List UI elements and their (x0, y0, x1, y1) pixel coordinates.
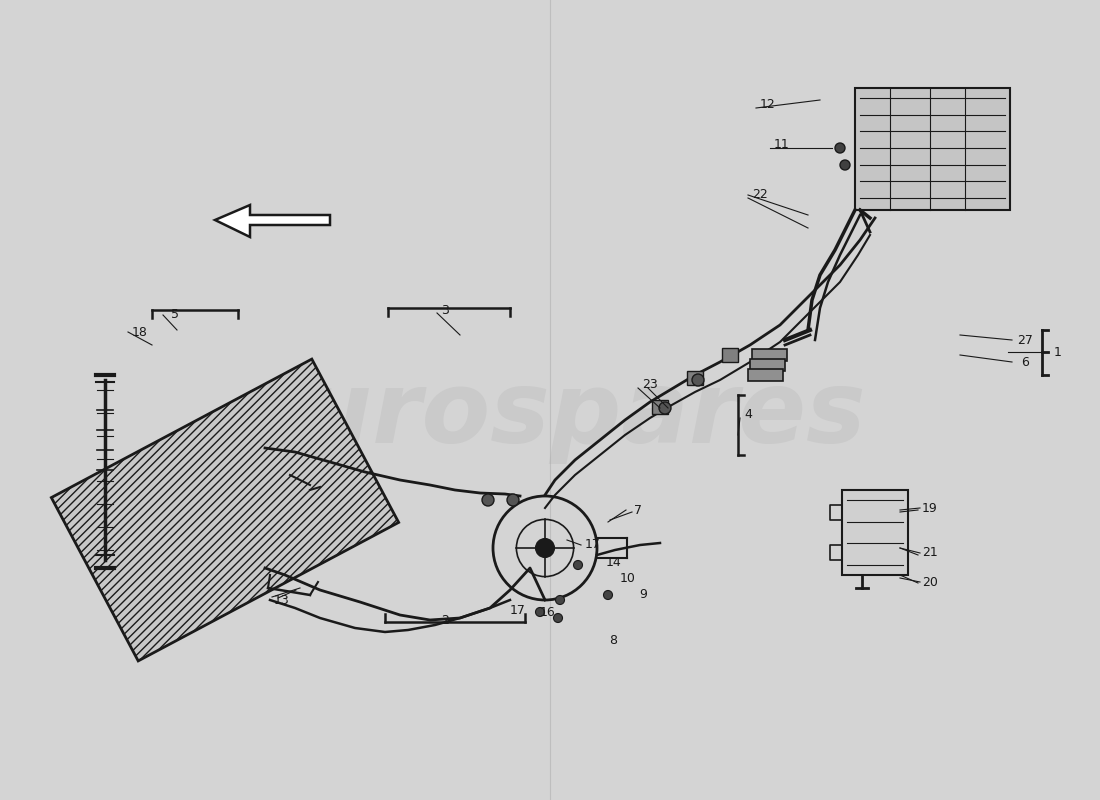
Text: eurospares: eurospares (233, 367, 867, 465)
Text: 7: 7 (634, 503, 642, 517)
Text: 8: 8 (609, 634, 617, 646)
Text: 10: 10 (620, 571, 636, 585)
Text: 17: 17 (510, 603, 526, 617)
Circle shape (692, 374, 704, 386)
Text: 4: 4 (744, 409, 752, 422)
Text: 3: 3 (441, 303, 449, 317)
Circle shape (573, 561, 583, 570)
Circle shape (553, 614, 562, 622)
Circle shape (536, 538, 554, 558)
Circle shape (536, 607, 544, 617)
Circle shape (835, 143, 845, 153)
Text: 19: 19 (922, 502, 938, 514)
Circle shape (507, 494, 519, 506)
Text: 16: 16 (540, 606, 556, 618)
Text: 13: 13 (274, 594, 290, 606)
Bar (750, 359, 785, 371)
Text: 18: 18 (132, 326, 147, 338)
Bar (722, 348, 738, 362)
Circle shape (604, 590, 613, 599)
Circle shape (556, 595, 564, 605)
Text: 21: 21 (922, 546, 938, 559)
Bar (748, 369, 783, 381)
Circle shape (840, 160, 850, 170)
Polygon shape (214, 205, 330, 237)
Circle shape (659, 402, 671, 414)
Text: 22: 22 (752, 189, 768, 202)
Text: 27: 27 (1018, 334, 1033, 346)
Text: 9: 9 (639, 587, 647, 601)
Circle shape (482, 494, 494, 506)
Polygon shape (855, 88, 1010, 210)
Text: 6: 6 (1021, 355, 1028, 369)
Text: 17: 17 (585, 538, 601, 551)
Text: 20: 20 (922, 575, 938, 589)
Text: 11: 11 (774, 138, 790, 151)
Bar (652, 400, 668, 414)
Text: 1: 1 (1054, 346, 1062, 358)
Bar (752, 349, 786, 361)
Text: 23: 23 (642, 378, 658, 391)
Polygon shape (842, 490, 908, 575)
Bar (688, 371, 703, 385)
Text: 14: 14 (606, 555, 621, 569)
Text: 5: 5 (170, 309, 179, 322)
Text: 2: 2 (441, 614, 449, 626)
Polygon shape (52, 359, 398, 661)
Text: 12: 12 (760, 98, 775, 111)
